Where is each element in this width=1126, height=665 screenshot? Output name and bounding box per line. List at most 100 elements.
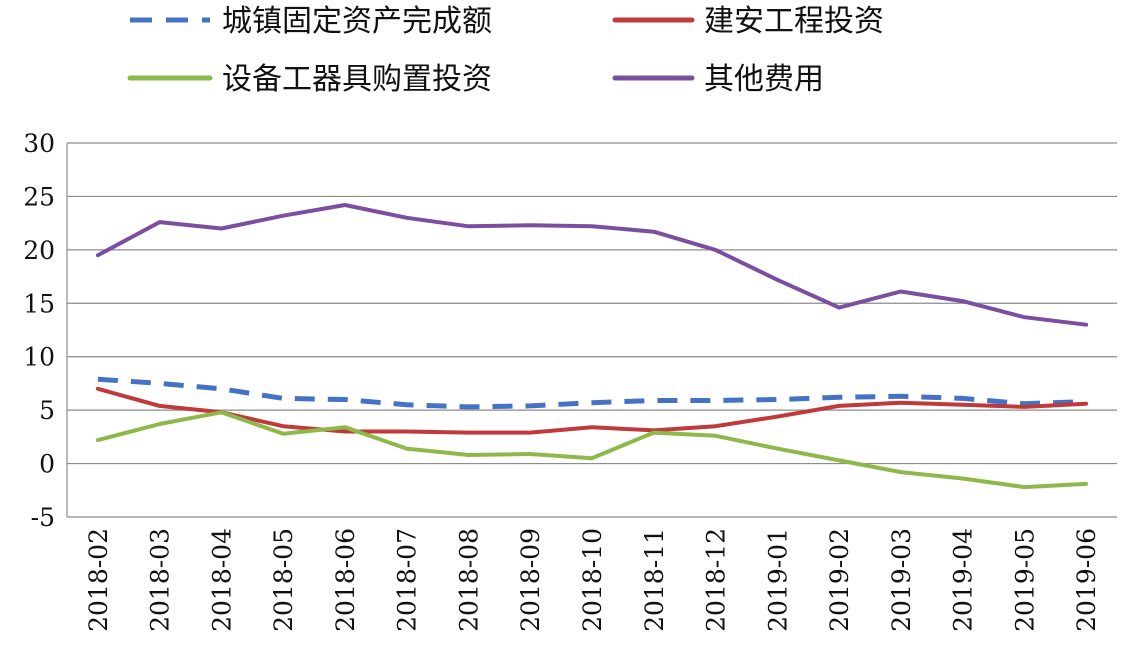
series-2-point-1 bbox=[158, 404, 162, 408]
x-tick-label-1: 2018-03 bbox=[146, 528, 175, 632]
legend-item-4: 其他费用 bbox=[612, 62, 824, 97]
series-4-point-3 bbox=[281, 214, 285, 218]
legend-label-4: 其他费用 bbox=[704, 62, 824, 97]
legend-label-3: 设备工器具购置投资 bbox=[222, 62, 492, 97]
series-1-point-8 bbox=[590, 401, 594, 405]
legend: 城镇固定资产完成额 建安工程投资 设备工器具购置投资 其他费用 bbox=[127, 4, 884, 97]
series-4-point-2 bbox=[219, 227, 223, 231]
y-tick-label-6: 0 bbox=[39, 450, 55, 479]
legend-item-2: 建安工程投资 bbox=[612, 4, 884, 39]
x-tick-label-2: 2018-04 bbox=[207, 528, 236, 632]
legend-label-2: 建安工程投资 bbox=[704, 4, 884, 39]
series-1-point-5 bbox=[405, 403, 409, 407]
series-4-point-10 bbox=[714, 248, 718, 252]
series-2-point-16 bbox=[1084, 402, 1088, 406]
x-tick-label-3: 2018-05 bbox=[269, 528, 298, 632]
series-line-3 bbox=[95, 410, 1089, 490]
series-4-point-5 bbox=[405, 216, 409, 220]
series-1-point-9 bbox=[652, 399, 656, 403]
series-1-point-1 bbox=[158, 381, 162, 385]
series-4-point-0 bbox=[96, 253, 100, 257]
series-line-4 bbox=[95, 203, 1089, 327]
x-tick-label-7: 2018-09 bbox=[516, 528, 545, 632]
gridlines bbox=[67, 142, 1117, 518]
series-4-point-8 bbox=[590, 224, 594, 228]
series-1-point-0 bbox=[96, 377, 100, 381]
series-4-point-15 bbox=[1022, 315, 1026, 319]
series-3-point-8 bbox=[590, 456, 594, 460]
x-tick-label-5: 2018-07 bbox=[393, 528, 422, 632]
y-tick-label-1: 25 bbox=[23, 182, 55, 211]
legend-item-3: 设备工器具购置投资 bbox=[127, 62, 492, 97]
series-3-point-4 bbox=[343, 425, 347, 429]
x-tick-label-9: 2018-11 bbox=[640, 528, 669, 632]
series-1-point-10 bbox=[714, 399, 718, 403]
series-3-point-14 bbox=[961, 477, 965, 481]
series-2-point-8 bbox=[590, 425, 594, 429]
series-3-point-0 bbox=[96, 438, 100, 442]
x-tick-label-16: 2019-06 bbox=[1072, 528, 1101, 632]
x-tick-label-12: 2019-02 bbox=[825, 528, 854, 632]
y-tick-label-3: 15 bbox=[23, 289, 55, 318]
x-tick-label-11: 2019-01 bbox=[763, 528, 792, 632]
series-1-point-11 bbox=[775, 398, 779, 402]
legend-label-1: 城镇固定资产完成额 bbox=[222, 4, 492, 39]
series-3-point-16 bbox=[1084, 482, 1088, 486]
series-4-point-7 bbox=[528, 223, 532, 227]
y-tick-label-7: -5 bbox=[31, 503, 55, 532]
series-4-point-13 bbox=[899, 290, 903, 294]
series-2-point-14 bbox=[961, 403, 965, 407]
series-line-2 bbox=[95, 386, 1089, 435]
series-3-point-2 bbox=[219, 410, 223, 414]
legend-item-1: 城镇固定资产完成额 bbox=[130, 4, 492, 39]
series-2-point-0 bbox=[96, 387, 100, 391]
series-1-point-7 bbox=[528, 404, 532, 408]
series-4-point-6 bbox=[467, 224, 471, 228]
series-4-point-1 bbox=[158, 220, 162, 224]
series-3-point-1 bbox=[158, 422, 162, 426]
series-3-point-9 bbox=[652, 431, 656, 435]
series-1-point-2 bbox=[219, 387, 223, 391]
series-4-point-11 bbox=[775, 278, 779, 282]
axes: 30 25 20 15 10 5 0 -5 2018-02 2018-03 2018-04 2018-… bbox=[23, 129, 1101, 632]
series-3-point-5 bbox=[405, 447, 409, 451]
y-tick-label-5: 5 bbox=[39, 396, 55, 425]
series-4-point-9 bbox=[652, 230, 656, 234]
series-3-point-3 bbox=[281, 432, 285, 436]
series-1-point-13 bbox=[899, 394, 903, 398]
series-4-point-16 bbox=[1084, 323, 1088, 327]
series-1-point-6 bbox=[467, 405, 471, 409]
y-tick-label-0: 30 bbox=[23, 129, 55, 158]
series-2-point-10 bbox=[714, 424, 718, 428]
x-tick-label-15: 2019-05 bbox=[1010, 528, 1039, 632]
series-3-point-7 bbox=[528, 452, 532, 456]
x-tick-label-4: 2018-06 bbox=[331, 528, 360, 632]
series-3-point-10 bbox=[714, 434, 718, 438]
y-tick-label-2: 20 bbox=[23, 236, 55, 265]
series-1-point-12 bbox=[837, 395, 841, 399]
x-tick-label-0: 2018-02 bbox=[84, 528, 113, 632]
series-2-point-15 bbox=[1022, 405, 1026, 409]
series bbox=[95, 203, 1089, 490]
series-1-point-14 bbox=[961, 396, 965, 400]
series-2-point-4 bbox=[343, 430, 347, 434]
series-2-point-7 bbox=[528, 431, 532, 435]
series-3-point-15 bbox=[1022, 485, 1026, 489]
series-4-point-4 bbox=[343, 203, 347, 207]
x-tick-label-13: 2019-03 bbox=[887, 528, 916, 632]
y-tick-label-4: 10 bbox=[23, 343, 55, 372]
series-1-point-4 bbox=[343, 398, 347, 402]
x-tick-label-8: 2018-10 bbox=[578, 528, 607, 632]
x-tick-label-14: 2019-04 bbox=[949, 528, 978, 632]
series-3-point-6 bbox=[467, 453, 471, 457]
series-2-point-3 bbox=[281, 424, 285, 428]
series-line-1 bbox=[97, 376, 1087, 410]
series-3-point-13 bbox=[899, 470, 903, 474]
series-3-point-12 bbox=[837, 458, 841, 462]
x-tick-label-10: 2018-12 bbox=[702, 528, 731, 632]
x-tick-label-6: 2018-08 bbox=[454, 528, 483, 632]
series-2-point-11 bbox=[775, 415, 779, 419]
series-4-point-14 bbox=[961, 299, 965, 303]
